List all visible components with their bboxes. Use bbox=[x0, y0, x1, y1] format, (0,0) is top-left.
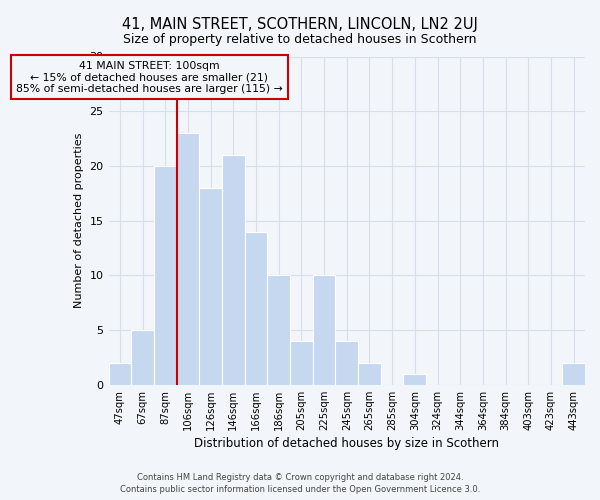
Text: Size of property relative to detached houses in Scothern: Size of property relative to detached ho… bbox=[123, 32, 477, 46]
Bar bbox=[199, 188, 222, 385]
Bar bbox=[335, 341, 358, 385]
Y-axis label: Number of detached properties: Number of detached properties bbox=[74, 133, 84, 308]
Text: Contains HM Land Registry data © Crown copyright and database right 2024.
Contai: Contains HM Land Registry data © Crown c… bbox=[120, 472, 480, 494]
Bar bbox=[403, 374, 426, 385]
X-axis label: Distribution of detached houses by size in Scothern: Distribution of detached houses by size … bbox=[194, 437, 499, 450]
Bar bbox=[109, 363, 131, 385]
Bar bbox=[358, 363, 381, 385]
Text: 41, MAIN STREET, SCOTHERN, LINCOLN, LN2 2UJ: 41, MAIN STREET, SCOTHERN, LINCOLN, LN2 … bbox=[122, 18, 478, 32]
Bar bbox=[562, 363, 585, 385]
Bar bbox=[245, 232, 268, 385]
Text: 41 MAIN STREET: 100sqm
← 15% of detached houses are smaller (21)
85% of semi-det: 41 MAIN STREET: 100sqm ← 15% of detached… bbox=[16, 61, 283, 94]
Bar bbox=[290, 341, 313, 385]
Bar bbox=[268, 276, 290, 385]
Bar bbox=[222, 155, 245, 385]
Bar bbox=[176, 133, 199, 385]
Bar bbox=[313, 276, 335, 385]
Bar bbox=[154, 166, 176, 385]
Bar bbox=[131, 330, 154, 385]
